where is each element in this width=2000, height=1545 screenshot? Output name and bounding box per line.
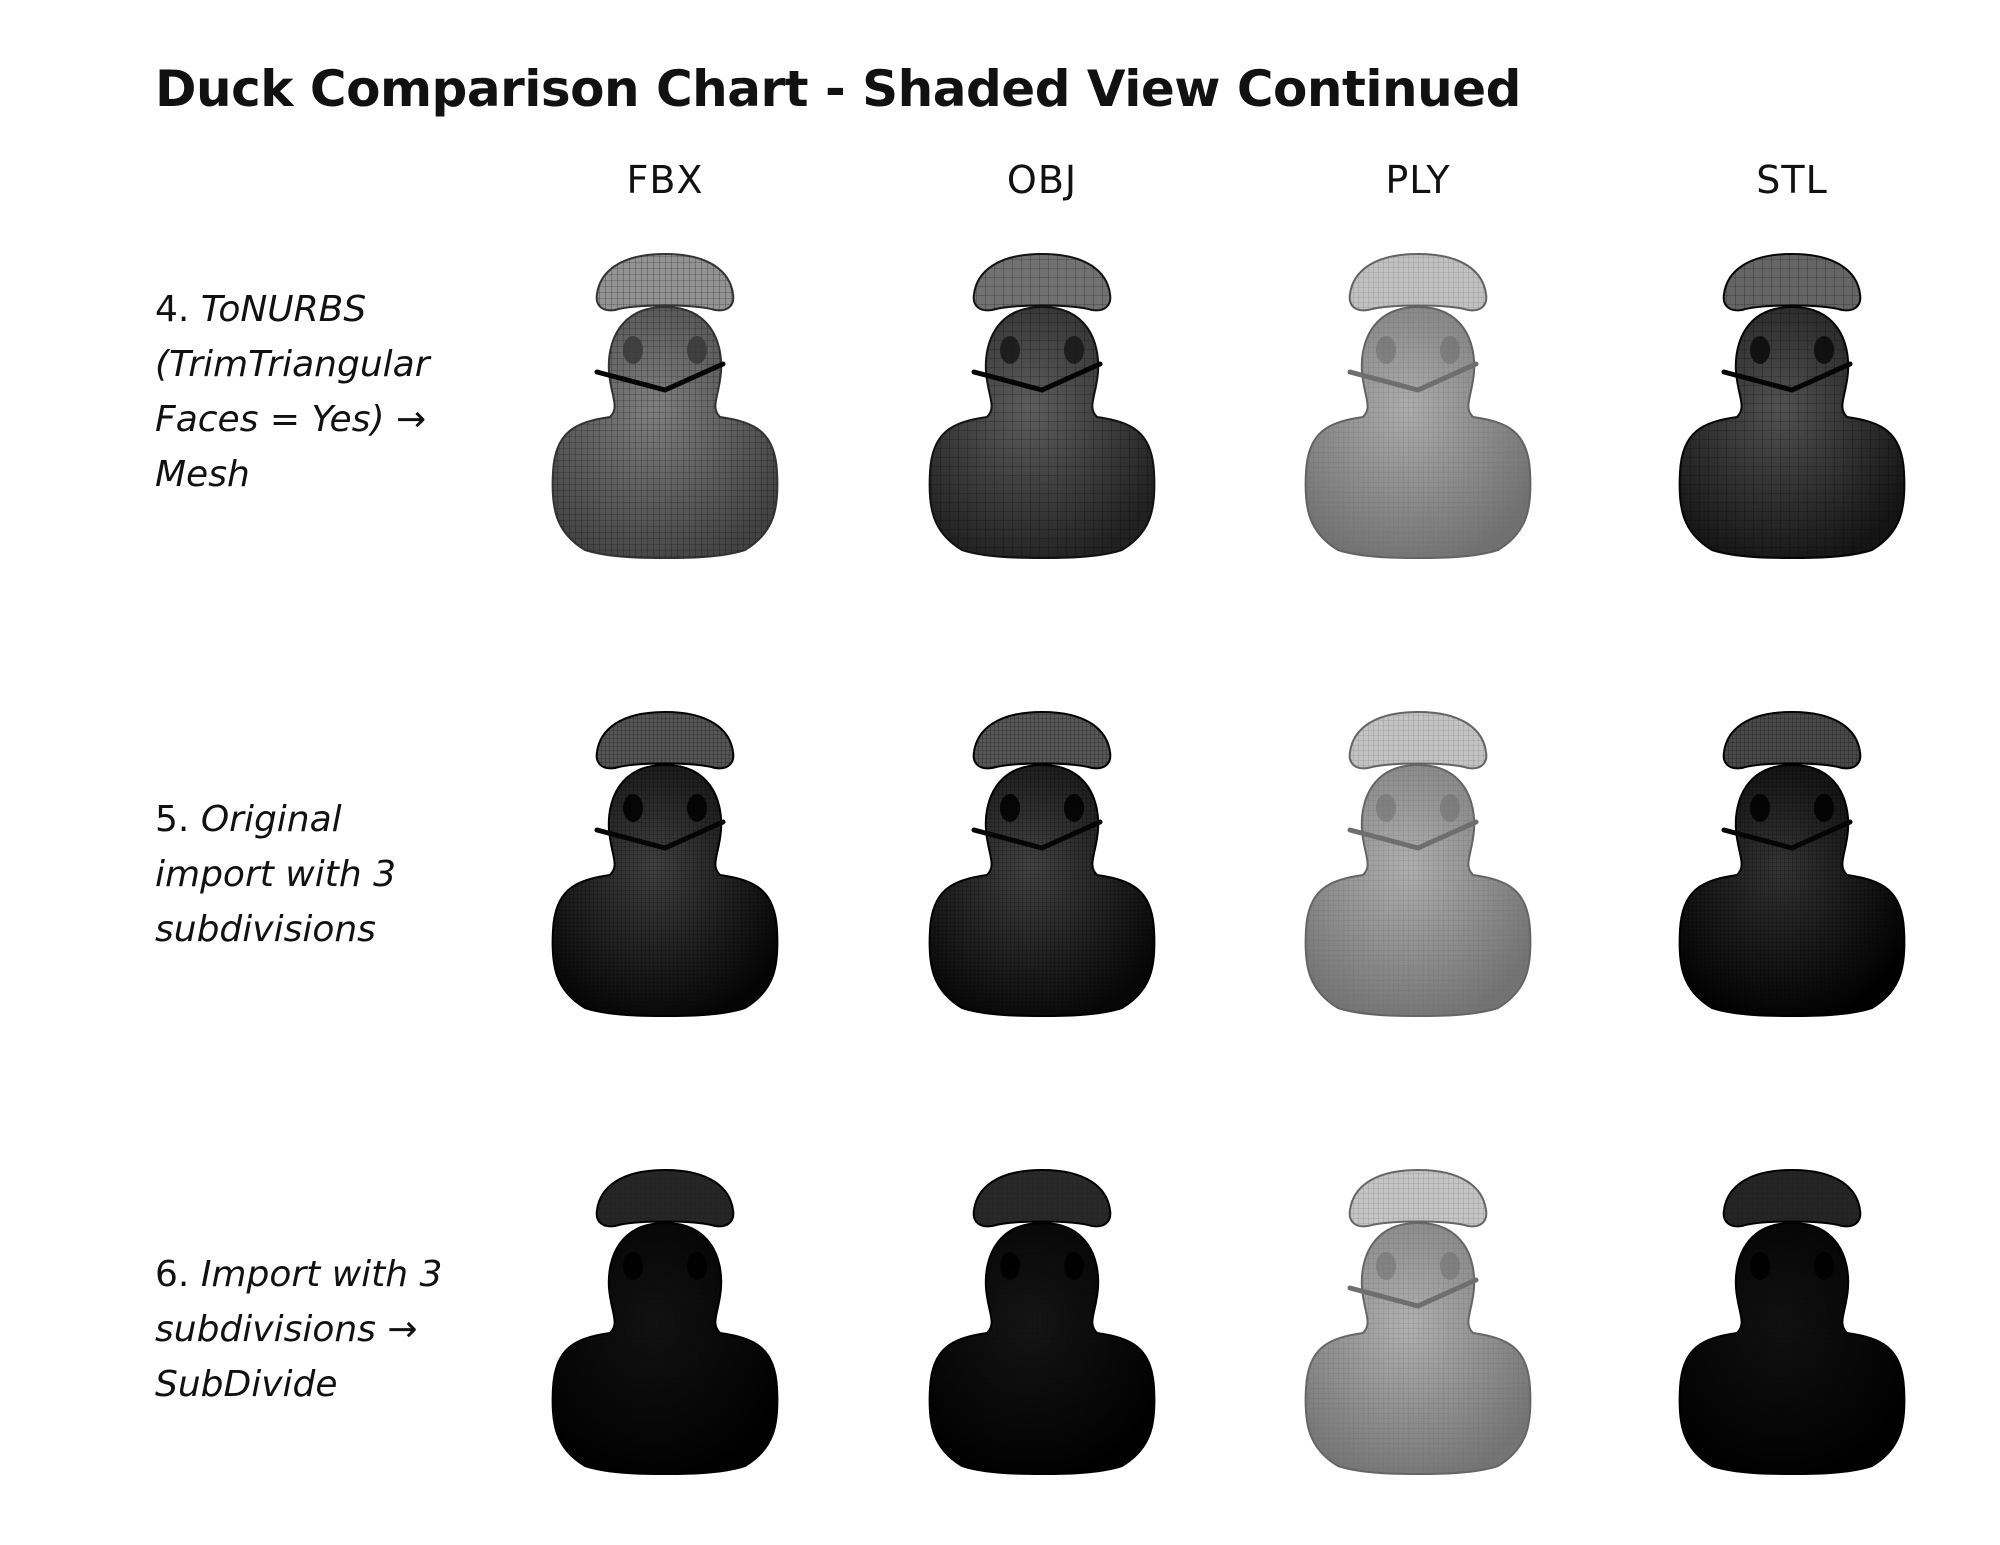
row-number-5: 5.: [155, 799, 190, 840]
duck-body-mesh: [1305, 1223, 1531, 1474]
duck-svg: [1304, 1168, 1532, 1475]
duck-render-row6-ply: [1298, 1148, 1538, 1478]
duck-eye: [1000, 794, 1020, 822]
duck-beak: [594, 819, 726, 851]
duck-body-mesh: [1679, 765, 1905, 1016]
row-label-5: 5. Original import with 3 subdivisions: [155, 792, 495, 957]
duck-body-mesh: [1679, 1223, 1905, 1474]
duck-eye: [1376, 336, 1396, 364]
duck-beak: [971, 819, 1103, 851]
duck-eye: [1814, 336, 1834, 364]
duck-svg: [1678, 252, 1906, 559]
row-label-6: 6. Import with 3 subdivisions → SubDivid…: [155, 1247, 495, 1412]
duck-eye: [1750, 794, 1770, 822]
duck-body-mesh: [552, 765, 778, 1016]
duck-cap-mesh: [1723, 1170, 1861, 1227]
column-header-ply: PLY: [1385, 158, 1451, 202]
duck-beak: [1721, 819, 1853, 851]
duck-svg: [928, 252, 1156, 559]
column-header-stl: STL: [1756, 158, 1828, 202]
duck-body-mesh: [1305, 307, 1531, 558]
row-number-6: 6.: [155, 1254, 190, 1295]
duck-eye: [623, 1252, 643, 1280]
duck-body-mesh: [1305, 765, 1531, 1016]
duck-eye: [1064, 1252, 1084, 1280]
duck-eye: [623, 794, 643, 822]
duck-render-row4-ply: [1298, 232, 1538, 562]
duck-svg: [1678, 710, 1906, 1017]
duck-eye: [1814, 794, 1834, 822]
row-description-6: Import with 3 subdivisions → SubDivide: [155, 1254, 443, 1405]
duck-svg: [551, 252, 779, 559]
page-title: Duck Comparison Chart - Shaded View Cont…: [155, 60, 1521, 118]
duck-svg: [928, 710, 1156, 1017]
duck-cap-mesh: [1349, 1170, 1487, 1227]
duck-body-mesh: [1679, 307, 1905, 558]
duck-cap-mesh: [973, 712, 1111, 769]
duck-render-row6-fbx: [545, 1148, 785, 1478]
duck-eye: [687, 1252, 707, 1280]
duck-eye: [623, 336, 643, 364]
duck-render-row4-obj: [922, 232, 1162, 562]
duck-eye: [1440, 336, 1460, 364]
duck-cap-mesh: [596, 712, 734, 769]
column-header-fbx: FBX: [626, 158, 704, 202]
row-description-5: Original import with 3 subdivisions: [155, 799, 397, 950]
duck-beak: [1347, 819, 1479, 851]
duck-render-row4-stl: [1672, 232, 1912, 562]
duck-eye: [1064, 336, 1084, 364]
column-header-obj: OBJ: [1006, 158, 1078, 202]
duck-body-mesh: [552, 1223, 778, 1474]
duck-beak: [1347, 361, 1479, 393]
duck-render-row5-stl: [1672, 690, 1912, 1020]
duck-render-row6-obj: [922, 1148, 1162, 1478]
duck-eye: [1440, 1252, 1460, 1280]
duck-render-row4-fbx: [545, 232, 785, 562]
duck-eye: [1814, 1252, 1834, 1280]
duck-beak: [1347, 1277, 1479, 1309]
duck-eye: [1750, 1252, 1770, 1280]
duck-cap-mesh: [596, 1170, 734, 1227]
duck-cap-mesh: [1723, 712, 1861, 769]
duck-eye: [1000, 1252, 1020, 1280]
duck-eye: [1000, 336, 1020, 364]
row-number-4: 4.: [155, 289, 190, 330]
row-description-4: ToNURBS (TrimTriangular Faces = Yes) → M…: [155, 289, 430, 495]
duck-svg: [1304, 252, 1532, 559]
duck-body-mesh: [552, 307, 778, 558]
duck-render-row5-obj: [922, 690, 1162, 1020]
duck-svg: [551, 710, 779, 1017]
duck-svg: [1678, 1168, 1906, 1475]
duck-svg: [1304, 710, 1532, 1017]
duck-eye: [687, 794, 707, 822]
row-label-4: 4. ToNURBS (TrimTriangular Faces = Yes) …: [155, 282, 495, 502]
duck-eye: [1064, 794, 1084, 822]
duck-svg: [551, 1168, 779, 1475]
duck-render-row5-ply: [1298, 690, 1538, 1020]
duck-beak: [971, 361, 1103, 393]
duck-cap-mesh: [1723, 254, 1861, 311]
duck-svg: [928, 1168, 1156, 1475]
duck-cap-mesh: [1349, 254, 1487, 311]
duck-cap-mesh: [973, 254, 1111, 311]
duck-body-mesh: [929, 765, 1155, 1016]
duck-eye: [1376, 794, 1396, 822]
duck-body-mesh: [929, 307, 1155, 558]
duck-cap-mesh: [596, 254, 734, 311]
duck-render-row6-stl: [1672, 1148, 1912, 1478]
duck-cap-mesh: [973, 1170, 1111, 1227]
duck-eye: [1750, 336, 1770, 364]
duck-body-mesh: [929, 1223, 1155, 1474]
duck-beak: [594, 361, 726, 393]
duck-beak: [1721, 361, 1853, 393]
duck-eye: [1376, 1252, 1396, 1280]
duck-render-row5-fbx: [545, 690, 785, 1020]
duck-cap-mesh: [1349, 712, 1487, 769]
duck-eye: [687, 336, 707, 364]
duck-eye: [1440, 794, 1460, 822]
